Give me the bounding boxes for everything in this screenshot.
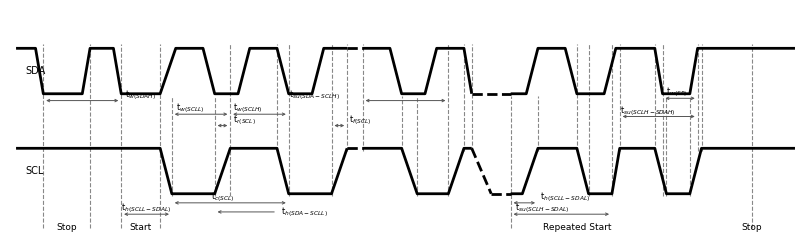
Text: SCL: SCL (26, 166, 44, 176)
Text: t$_{su(SCLH-SDAH)}$: t$_{su(SCLH-SDAH)}$ (619, 104, 674, 118)
Text: t$_{r(SCL)}$: t$_{r(SCL)}$ (233, 113, 255, 127)
Text: t$_{h(SCLL-SDAL)}$: t$_{h(SCLL-SDAL)}$ (121, 202, 172, 215)
Text: t$_{h(SCLL-SDAL)}$: t$_{h(SCLL-SDAL)}$ (540, 190, 589, 204)
Text: t$_{su(SCLH-SDAL)}$: t$_{su(SCLH-SDAL)}$ (514, 202, 569, 215)
Text: t$_{f(SCL)}$: t$_{f(SCL)}$ (349, 113, 371, 127)
Text: Stop: Stop (56, 223, 77, 232)
Text: t$_{h(SDA-SCLL)}$: t$_{h(SDA-SCLL)}$ (281, 205, 327, 219)
Text: Repeated Start: Repeated Start (542, 223, 610, 232)
Text: Start: Start (129, 223, 152, 232)
Text: t$_{w(SDAH)}$: t$_{w(SDAH)}$ (125, 88, 156, 102)
Text: t$_{w(SCLL)}$: t$_{w(SCLL)}$ (176, 102, 204, 115)
Text: t$_{w(SP)}$: t$_{w(SP)}$ (666, 86, 687, 100)
Text: t$_{c(SCL)}$: t$_{c(SCL)}$ (210, 190, 234, 204)
Text: Stop: Stop (741, 223, 761, 232)
Text: t$_{w(SCLH)}$: t$_{w(SCLH)}$ (233, 102, 262, 115)
Text: SDA: SDA (26, 66, 46, 76)
Text: t$_{su(SDA-SCLH)}$: t$_{su(SDA-SCLH)}$ (289, 88, 339, 102)
